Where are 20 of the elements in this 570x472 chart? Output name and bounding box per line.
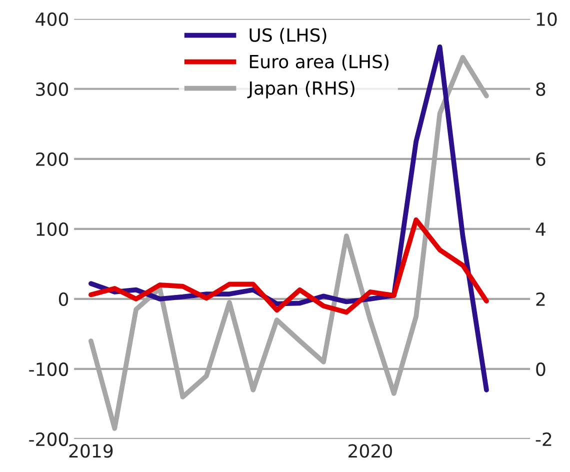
- x-tick-label: 2019: [69, 444, 113, 458]
- line-series: [88, 217, 489, 315]
- x-tick-label: 2020: [348, 444, 392, 458]
- y2-tick-label: 6: [536, 152, 546, 166]
- legend-label: Japan (RHS): [247, 80, 354, 98]
- y2-tick-label: 4: [536, 222, 546, 236]
- y2-tick-label: -2: [536, 432, 552, 446]
- y-tick-label: -200: [29, 432, 68, 446]
- y-tick-label: 100: [36, 222, 68, 236]
- y2-tick-label: 10: [536, 12, 557, 26]
- y2-tick-label: 2: [536, 292, 545, 306]
- y-tick-label: 200: [36, 152, 68, 166]
- y2-tick-label: 0: [536, 362, 546, 376]
- legend-label: Euro area (LHS): [250, 54, 388, 71]
- y-tick-label: 300: [36, 82, 68, 96]
- y-tick-label: 0: [58, 292, 68, 306]
- legend-label: US (LHS): [250, 28, 326, 44]
- y-tick-label: -100: [29, 362, 68, 376]
- y-tick-label: 400: [36, 12, 68, 26]
- y2-tick-label: 8: [536, 82, 546, 96]
